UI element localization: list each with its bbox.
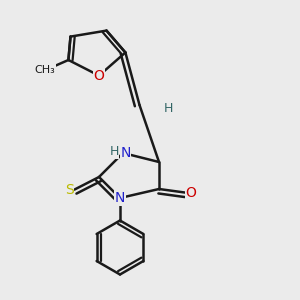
Text: H: H [164,102,173,115]
Text: O: O [185,186,196,200]
Text: H: H [109,145,119,158]
Text: O: O [94,69,104,82]
Text: S: S [64,183,74,196]
Text: N: N [115,191,125,205]
Text: CH₃: CH₃ [34,64,56,75]
Text: N: N [120,146,130,160]
